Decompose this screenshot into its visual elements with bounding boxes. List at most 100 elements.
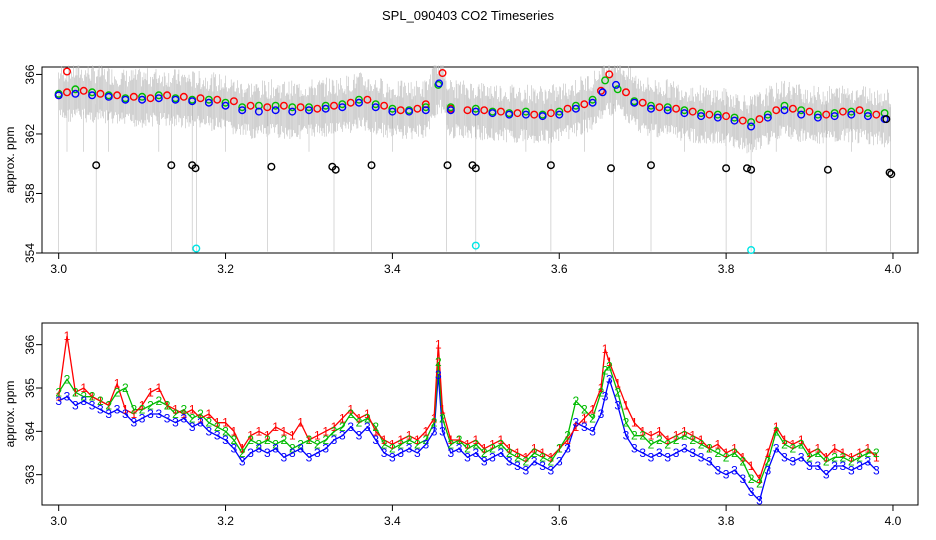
series-1-line bbox=[58, 335, 877, 481]
series-3-marker: 3 bbox=[731, 463, 738, 477]
green-point bbox=[305, 103, 314, 112]
series-2-marker: 2 bbox=[865, 446, 872, 460]
series-1-marker: 1 bbox=[289, 429, 296, 443]
series-1-marker: 1 bbox=[435, 338, 442, 352]
blue-point bbox=[54, 91, 63, 100]
series-2-marker: 2 bbox=[781, 437, 788, 451]
series-3-marker: 3 bbox=[231, 442, 238, 456]
series-3-marker: 3 bbox=[114, 403, 121, 417]
series-3-marker: 3 bbox=[472, 446, 479, 460]
series-3-marker: 3 bbox=[539, 459, 546, 473]
series-2-marker: 2 bbox=[247, 433, 254, 447]
series-2-marker: 2 bbox=[80, 390, 87, 404]
series-2-marker: 2 bbox=[322, 433, 329, 447]
series-3-marker: 3 bbox=[322, 442, 329, 456]
blue-point bbox=[104, 92, 113, 101]
blue-point bbox=[663, 106, 672, 115]
series-1-marker: 1 bbox=[114, 377, 121, 391]
series-1-marker: 1 bbox=[840, 446, 847, 460]
series-3-marker: 3 bbox=[155, 407, 162, 421]
series-1-marker: 1 bbox=[347, 403, 354, 417]
green-point bbox=[338, 100, 347, 109]
series-1-marker: 1 bbox=[664, 433, 671, 447]
series-3-marker: 3 bbox=[339, 429, 346, 443]
series-1-marker: 1 bbox=[698, 433, 705, 447]
blue-point bbox=[221, 101, 230, 110]
green-point bbox=[154, 91, 163, 100]
series-2-marker: 2 bbox=[464, 442, 471, 456]
series-2-marker: 2 bbox=[364, 411, 371, 425]
y-tick-label: 363 bbox=[23, 464, 37, 484]
series-1-marker: 1 bbox=[481, 442, 488, 456]
series-2-marker: 2 bbox=[155, 394, 162, 408]
series-3-marker: 3 bbox=[239, 455, 246, 469]
series-2-marker: 2 bbox=[206, 416, 213, 430]
series-3-marker: 3 bbox=[865, 455, 872, 469]
series-1-marker: 1 bbox=[356, 411, 363, 425]
x-tick-label: 3.0 bbox=[50, 514, 67, 528]
chart-title: SPL_090403 CO2 Timeseries bbox=[382, 8, 554, 23]
green-point bbox=[555, 107, 564, 116]
series-1-marker: 1 bbox=[714, 437, 721, 451]
series-1-marker: 1 bbox=[147, 385, 154, 399]
green-point bbox=[863, 109, 872, 118]
series-2-marker: 2 bbox=[406, 433, 413, 447]
series-1-marker: 1 bbox=[447, 433, 454, 447]
x-tick-label: 3.2 bbox=[217, 262, 234, 276]
series-2-marker: 2 bbox=[422, 433, 429, 447]
series-3-marker: 3 bbox=[130, 416, 137, 430]
series-2-marker: 2 bbox=[598, 385, 605, 399]
series-1-marker: 1 bbox=[706, 442, 713, 456]
green-point bbox=[747, 118, 756, 127]
series-2-marker: 2 bbox=[197, 407, 204, 421]
series-1-marker: 1 bbox=[122, 403, 129, 417]
series-3-marker: 3 bbox=[422, 437, 429, 451]
green-point bbox=[204, 95, 213, 104]
series-2-marker: 2 bbox=[314, 437, 321, 451]
blue-point bbox=[697, 112, 706, 121]
blue-point bbox=[371, 103, 380, 112]
series-1-marker: 1 bbox=[189, 403, 196, 417]
series-1-marker: 1 bbox=[389, 437, 396, 451]
series-1-marker: 1 bbox=[865, 442, 872, 456]
black-point bbox=[443, 161, 452, 170]
series-2-marker: 2 bbox=[256, 437, 263, 451]
green-point bbox=[813, 110, 822, 119]
series-2-marker: 2 bbox=[139, 403, 146, 417]
series-2-marker: 2 bbox=[189, 411, 196, 425]
series-1-marker: 1 bbox=[339, 411, 346, 425]
series-1-marker: 1 bbox=[89, 390, 96, 404]
green-point bbox=[388, 104, 397, 113]
series-3-marker: 3 bbox=[589, 424, 596, 438]
series-2-marker: 2 bbox=[539, 450, 546, 464]
y-axis-label: approx. ppm bbox=[3, 381, 17, 448]
series-3-marker: 3 bbox=[214, 429, 221, 443]
series-1-marker: 1 bbox=[764, 446, 771, 460]
series-2-marker: 2 bbox=[748, 472, 755, 486]
blue-point bbox=[863, 112, 872, 121]
series-3-marker: 3 bbox=[397, 446, 404, 460]
series-3-line bbox=[58, 374, 877, 502]
series-3-marker: 3 bbox=[573, 416, 580, 430]
series-2-marker: 2 bbox=[873, 446, 880, 460]
green-point bbox=[254, 101, 263, 110]
red-point bbox=[179, 92, 188, 101]
blue-point bbox=[713, 113, 722, 122]
series-1-marker: 1 bbox=[514, 446, 521, 460]
series-3-marker: 3 bbox=[714, 463, 721, 477]
series-2-marker: 2 bbox=[681, 429, 688, 443]
series-2-marker: 2 bbox=[431, 416, 438, 430]
series-1-marker: 1 bbox=[739, 450, 746, 464]
series-3-marker: 3 bbox=[639, 446, 646, 460]
green-point bbox=[613, 85, 622, 94]
series-2-marker: 2 bbox=[264, 433, 271, 447]
y-axis-label: approx. ppm bbox=[3, 127, 17, 194]
series-1-marker: 1 bbox=[314, 429, 321, 443]
black-point bbox=[331, 165, 340, 174]
cyan-point bbox=[192, 244, 201, 253]
blue-point bbox=[813, 113, 822, 122]
series-3-marker: 3 bbox=[197, 416, 204, 430]
series-1-marker: 1 bbox=[206, 407, 213, 421]
series-2-marker: 2 bbox=[723, 450, 730, 464]
series-1-marker: 1 bbox=[456, 433, 463, 447]
